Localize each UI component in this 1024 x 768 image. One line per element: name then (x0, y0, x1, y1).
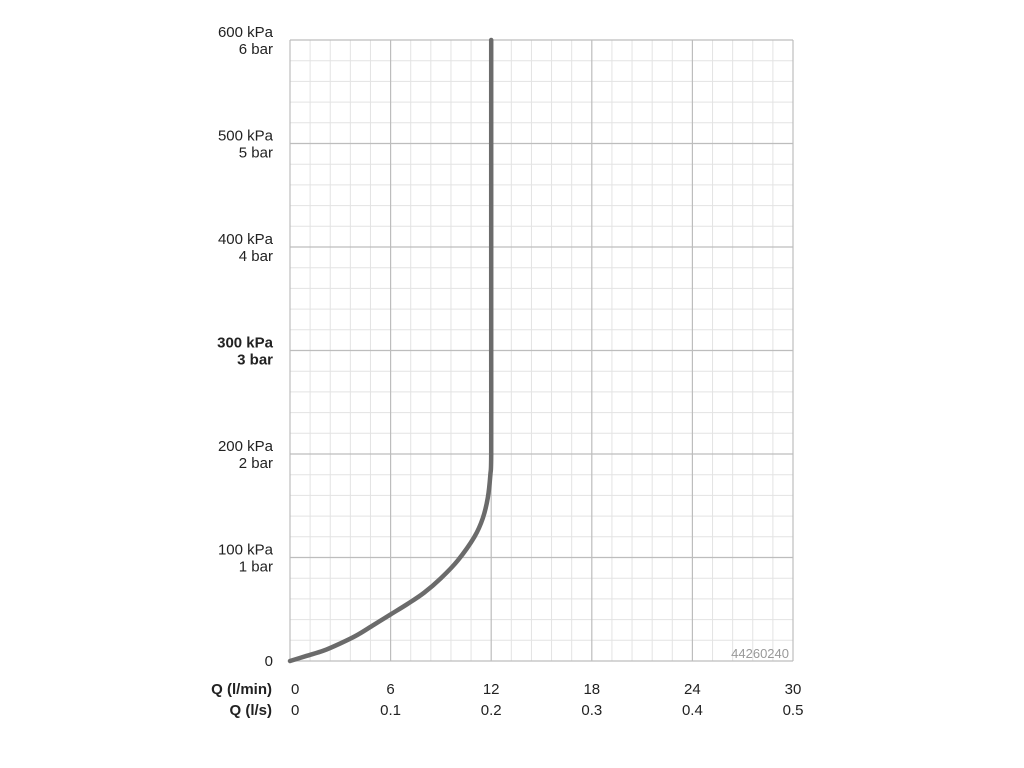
x-tick-label: 0.1 (380, 702, 401, 719)
y-tick-label-kpa: 400 kPa (218, 231, 274, 248)
y-tick-label-bar: 5 bar (239, 145, 273, 162)
major-grid (289, 39, 794, 662)
x-tick-label: 0 (291, 702, 299, 719)
x-tick-label: 18 (583, 681, 600, 698)
x-tick-label: 24 (684, 681, 701, 698)
series-group (287, 37, 494, 664)
flow-curve (287, 37, 494, 664)
x-tick-label: 0.5 (783, 702, 804, 719)
x-tick-label: 0.3 (581, 702, 602, 719)
chart-watermark: 44260240 (731, 646, 789, 661)
x-tick-label: 0.4 (682, 702, 703, 719)
x-tick-label: 0 (291, 681, 299, 698)
x-axis-title: Q (l/s) (229, 702, 272, 719)
y-tick-label-kpa: 200 kPa (218, 438, 274, 455)
y-tick-label-kpa: 100 kPa (218, 542, 274, 559)
x-tick-label: 0.2 (481, 702, 502, 719)
x-axis-labels: Q (l/min) 0 6 12 18 24 30 Q (l/s) 0 0.1 0.2 0.3 0.4 0… (211, 681, 803, 719)
y-tick-label-kpa: 300 kPa (217, 335, 274, 352)
y-tick-label-bar: 6 bar (239, 41, 273, 58)
y-tick-label-bar: 4 bar (239, 248, 273, 265)
x-tick-label: 30 (785, 681, 802, 698)
y-tick-label-kpa: 500 kPa (218, 128, 274, 145)
x-tick-label: 6 (386, 681, 394, 698)
x-axis-title: Q (l/min) (211, 681, 272, 698)
y-tick-label-bar: 1 bar (239, 559, 273, 576)
y-tick-label-kpa: 0 (265, 653, 273, 670)
x-tick-label: 12 (483, 681, 500, 698)
y-tick-label-kpa: 600 kPa (218, 24, 274, 41)
y-tick-label-bar: 3 bar (237, 352, 273, 369)
y-tick-label-bar: 2 bar (239, 455, 273, 472)
